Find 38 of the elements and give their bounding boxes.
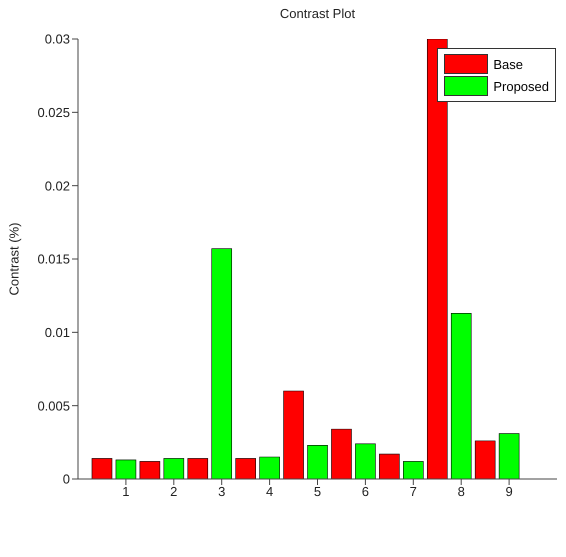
bar — [307, 444, 328, 479]
x-tick-label: 9 — [505, 484, 513, 500]
bar — [379, 454, 400, 479]
bar — [450, 312, 472, 479]
bar — [283, 390, 304, 479]
y-tick-label: 0 — [62, 472, 70, 487]
bar — [164, 458, 184, 479]
bar — [140, 461, 160, 479]
bar — [331, 428, 352, 479]
bar — [211, 248, 232, 479]
x-tick-label: 6 — [362, 484, 370, 500]
y-tick-label: 0.02 — [44, 178, 70, 194]
y-axis-title: Contrast (%) — [6, 222, 22, 296]
x-tick-label: 8 — [458, 484, 465, 500]
legend-label: Base — [493, 56, 523, 72]
bar — [403, 461, 424, 479]
bar — [235, 458, 256, 479]
x-tick-label: 5 — [314, 484, 322, 500]
x-tick-label: 3 — [218, 484, 226, 500]
x-tick-label: 4 — [266, 484, 274, 500]
y-tick-label: 0.03 — [44, 32, 70, 47]
bar — [187, 458, 208, 479]
bar — [498, 433, 520, 479]
x-tick-label: 2 — [170, 484, 178, 500]
y-tick-label: 0.015 — [37, 252, 70, 267]
bar — [426, 39, 448, 479]
bar — [116, 460, 136, 479]
x-tick-label: 1 — [122, 484, 130, 500]
y-tick-label: 0.01 — [44, 324, 70, 340]
bar — [92, 458, 112, 479]
x-tick-label: 7 — [410, 484, 417, 500]
bar — [355, 444, 376, 479]
y-tick-label: 0.025 — [37, 104, 70, 120]
bar — [474, 440, 496, 479]
bar — [259, 456, 280, 479]
y-tick-label: 0.005 — [37, 398, 70, 414]
legend-label: Proposed — [493, 78, 549, 94]
chart-title: Contrast Plot — [278, 6, 356, 21]
